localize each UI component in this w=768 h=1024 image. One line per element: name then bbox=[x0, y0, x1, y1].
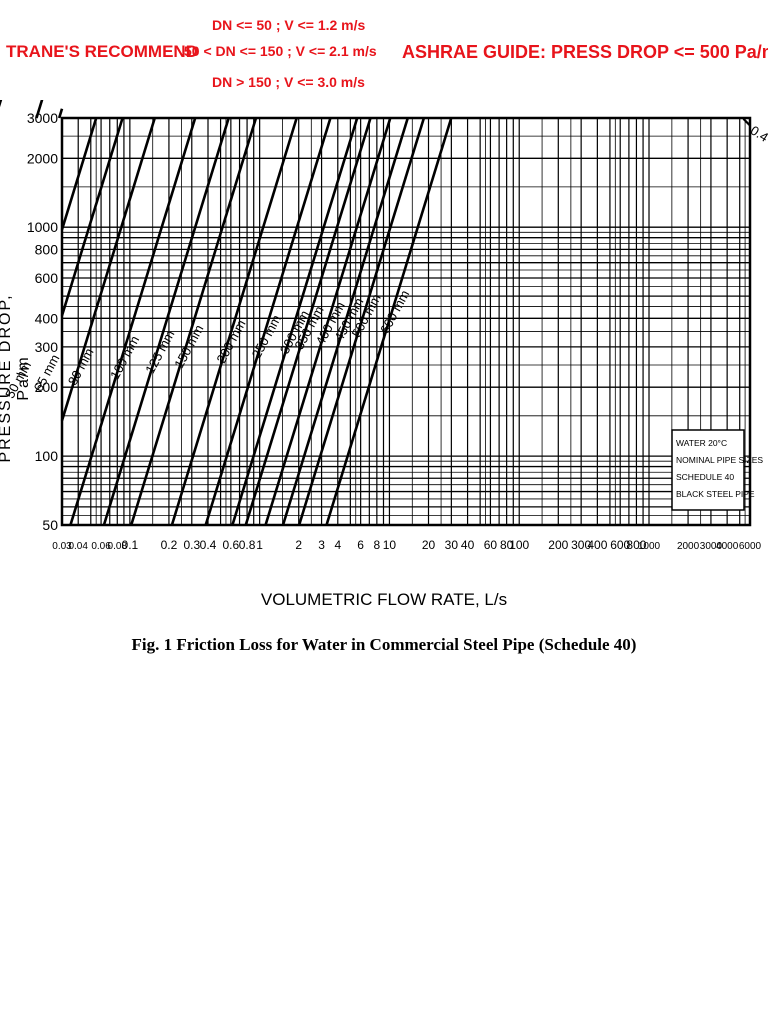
y-tick-label: 800 bbox=[35, 241, 59, 257]
x-tick-label: 8 bbox=[374, 538, 381, 552]
x-tick-label: 0.06 bbox=[91, 541, 111, 552]
figure-caption: Fig. 1 Friction Loss for Water in Commer… bbox=[131, 635, 637, 654]
legend-line: SCHEDULE 40 bbox=[676, 472, 734, 482]
x-tick-label: 0.4 bbox=[200, 538, 217, 552]
x-tick-label: 4000 bbox=[716, 541, 739, 552]
x-tick-label: 10 bbox=[383, 538, 397, 552]
x-tick-label: 0.08 bbox=[108, 541, 128, 552]
pipe-line-50-mm bbox=[60, 117, 98, 231]
pipe-line-200-mm bbox=[170, 117, 298, 526]
velocity-line-0-4-m-s bbox=[742, 117, 751, 127]
chart-legend: WATER 20°C NOMINAL PIPE SIZES SCHEDULE 40 B… bbox=[671, 429, 763, 511]
pipe-line-125-mm bbox=[102, 117, 230, 526]
trane-rule-medium-pipe: 50 < DN <= 150 ; V <= 2.1 m/s bbox=[184, 43, 377, 59]
y-tick-label: 50 bbox=[42, 517, 58, 533]
x-tick-label: 0.1 bbox=[122, 538, 139, 552]
pipe-label-80-mm: 80 mm bbox=[65, 346, 97, 388]
x-tick-label: 40 bbox=[461, 538, 475, 552]
y-tick-labels: 50 100 200 300 400 600 800 1000 2000 3000 bbox=[27, 110, 58, 533]
x-tick-labels: 0.030.04 0.060.080.1 0.2 0.3 0.4 0.6 0.8 1 2 3 4 6 8… bbox=[52, 538, 761, 552]
x-tick-label: 0.2 bbox=[161, 538, 178, 552]
pipe-label-100-mm: 100 mm bbox=[107, 333, 142, 382]
y-tick-label: 2000 bbox=[27, 150, 58, 166]
x-tick-label: 20 bbox=[422, 538, 436, 552]
x-tick-label: 1000 bbox=[638, 541, 661, 552]
x-tick-label: 2 bbox=[295, 538, 302, 552]
x-tick-label: 60 bbox=[484, 538, 498, 552]
plot-frame bbox=[60, 116, 752, 527]
pipe-line-450-mm bbox=[281, 117, 410, 526]
x-tick-label: 30 bbox=[445, 538, 459, 552]
pipe-line-65-mm bbox=[60, 117, 124, 316]
pipe-line-32-mm bbox=[35, 100, 44, 119]
y-tick-label: 100 bbox=[35, 448, 59, 464]
x-tick-label: 0.04 bbox=[68, 541, 88, 552]
y-tick-label: 300 bbox=[35, 339, 59, 355]
legend-line: NOMINAL PIPE SIZES bbox=[676, 455, 763, 465]
trane-rule-small-pipe: DN <= 50 ; V <= 1.2 m/s bbox=[212, 17, 366, 33]
x-tick-label: 6 bbox=[357, 538, 364, 552]
x-tick-label: 1 bbox=[256, 538, 263, 552]
x-tick-label: 0.8 bbox=[239, 538, 256, 552]
x-axis-label: VOLUMETRIC FLOW RATE, L/s bbox=[260, 590, 508, 609]
y-tick-label: 400 bbox=[35, 310, 59, 326]
x-tick-label: 100 bbox=[509, 538, 529, 552]
x-tick-label: 400 bbox=[587, 538, 607, 552]
pipe-line-40-mm bbox=[57, 108, 64, 119]
x-tick-label: 4 bbox=[334, 538, 341, 552]
legend-box bbox=[671, 429, 745, 511]
pipe-label-125-mm: 125 mm bbox=[142, 328, 177, 377]
velocity-lines: 0.4 m/s bbox=[742, 117, 768, 158]
pipe-line-300-mm bbox=[231, 117, 359, 526]
legend-line: BLACK STEEL PIPE bbox=[676, 489, 755, 499]
x-tick-label: 0.03 bbox=[52, 541, 72, 552]
x-tick-label: 600 bbox=[610, 538, 630, 552]
chart-grid bbox=[60, 116, 752, 527]
trane-rule-large-pipe: DN > 150 ; V <= 3.0 m/s bbox=[212, 74, 365, 90]
y-tick-label: 200 bbox=[35, 379, 59, 395]
pipe-line-150-mm bbox=[130, 117, 258, 526]
x-tick-label: 80 bbox=[500, 538, 514, 552]
y-tick-label: 600 bbox=[35, 270, 59, 286]
pipe-line-100-mm bbox=[69, 117, 197, 526]
x-tick-label: 3 bbox=[318, 538, 325, 552]
pipe-label-50-mm: 50 mm bbox=[2, 359, 34, 401]
x-tick-label: 800 bbox=[626, 538, 646, 552]
x-tick-label: 3000 bbox=[700, 541, 723, 552]
y-tick-label: 3000 bbox=[27, 110, 58, 126]
ashrae-guide-title: ASHRAE GUIDE: PRESS DROP <= 500 Pa/m bbox=[402, 42, 768, 62]
pipe-line-500-mm bbox=[297, 117, 426, 526]
x-tick-label: 0.3 bbox=[183, 538, 200, 552]
pipe-line-80-mm bbox=[60, 117, 157, 422]
pipe-line-350-mm bbox=[244, 117, 372, 526]
pipe-label-600-mm: 600 mm bbox=[377, 288, 412, 337]
x-tick-label: 0.6 bbox=[223, 538, 240, 552]
trane-title: TRANE'S RECOMMEND bbox=[6, 42, 198, 61]
pipe-line-400-mm bbox=[264, 117, 392, 526]
pipe-line-250-mm bbox=[204, 117, 332, 526]
x-tick-label: 6000 bbox=[739, 541, 762, 552]
pipe-line-600-mm bbox=[325, 117, 453, 526]
x-tick-label: 2000 bbox=[677, 541, 700, 552]
x-tick-label: 300 bbox=[571, 538, 591, 552]
x-tick-label: 200 bbox=[548, 538, 568, 552]
legend-line: WATER 20°C bbox=[676, 438, 727, 448]
y-tick-label: 1000 bbox=[27, 219, 58, 235]
